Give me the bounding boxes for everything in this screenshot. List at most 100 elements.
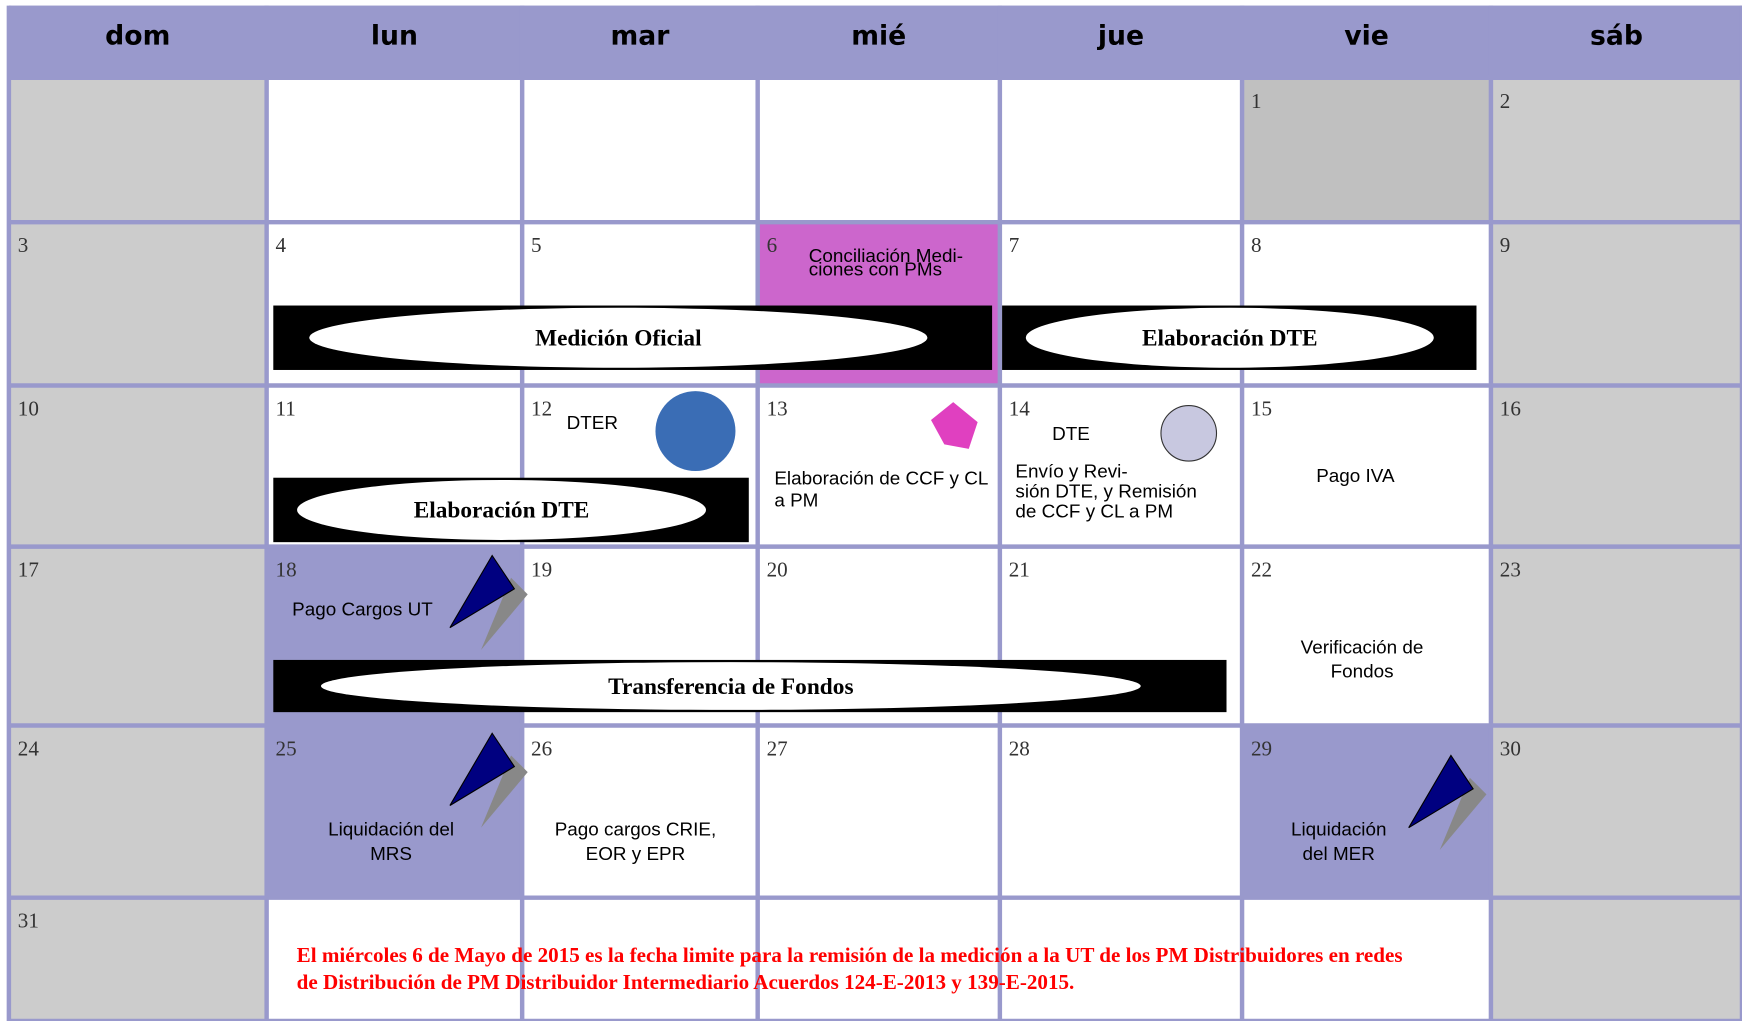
- date-number: 14: [1009, 397, 1031, 421]
- date-number: 28: [1009, 736, 1030, 760]
- event-text: ciones con PMs: [809, 260, 942, 281]
- date-number: 23: [1500, 558, 1521, 582]
- event-text: DTE: [1052, 424, 1090, 445]
- icon-triangle: [449, 554, 516, 629]
- date-number: 31: [18, 909, 39, 933]
- event-text: Pago Cargos UT: [292, 599, 433, 620]
- event-text: del MER: [1303, 844, 1375, 865]
- date-number: 19: [531, 558, 552, 582]
- date-number: 10: [18, 397, 39, 421]
- day-header: mié: [851, 20, 906, 51]
- day-cell: [757, 897, 1000, 1021]
- event-text: Verificación de: [1301, 637, 1424, 658]
- event-text: Envío y Revi-: [1015, 462, 1127, 483]
- clip-icon: [930, 402, 978, 449]
- icon-shadow: [481, 577, 528, 650]
- date-number: 21: [1009, 558, 1030, 582]
- event-text: EOR y EPR: [586, 844, 686, 865]
- date-number: 26: [531, 736, 552, 760]
- date-number: 4: [276, 233, 287, 257]
- day-cell: [8, 222, 267, 386]
- banner-ellipse: [1025, 307, 1434, 368]
- day-cell: [266, 897, 523, 1021]
- day-header: vie: [1344, 20, 1389, 51]
- event-text: Elaboración de CCF y CL: [774, 468, 988, 489]
- date-number: 29: [1251, 736, 1272, 760]
- day-cell: [522, 897, 758, 1021]
- event-text: Pago cargos CRIE,: [555, 819, 717, 840]
- date-number: 20: [767, 558, 788, 582]
- date-number: 18: [276, 558, 297, 582]
- event-text: Pago IVA: [1316, 466, 1395, 487]
- date-number: 8: [1251, 233, 1262, 257]
- day-cell: [999, 77, 1243, 223]
- day-cell: [522, 77, 758, 223]
- day-header: mar: [610, 20, 670, 51]
- day-cell: [8, 897, 267, 1021]
- icon-shadow: [481, 755, 528, 828]
- day-cell: [1242, 385, 1491, 547]
- day-cell: [8, 725, 267, 898]
- day-cell: [266, 77, 523, 223]
- day-header: lun: [371, 20, 418, 51]
- eor-globe: [655, 391, 736, 472]
- icon-triangle: [1408, 754, 1474, 829]
- cd-icon: [1160, 404, 1218, 462]
- day-cell: [1490, 897, 1742, 1021]
- date-number: 12: [531, 397, 552, 421]
- note-text: El miércoles 6 de Mayo de 2015 es la fec…: [297, 943, 1403, 967]
- date-number: 27: [767, 736, 788, 760]
- date-number: 22: [1251, 558, 1272, 582]
- day-cell: [1242, 725, 1491, 898]
- day-cell: [8, 546, 267, 726]
- date-number: 6: [767, 233, 778, 257]
- day-cell: [757, 77, 1000, 223]
- day-cell: [1490, 546, 1742, 726]
- day-cell: [1490, 385, 1742, 547]
- day-cell: [8, 385, 267, 547]
- icon-triangle: [449, 732, 516, 806]
- day-cell: [1242, 546, 1491, 726]
- event-text: Liquidación del: [328, 819, 454, 840]
- day-cell: [8, 77, 267, 223]
- date-number: 16: [1500, 397, 1521, 421]
- day-cell: [522, 725, 758, 898]
- day-cell: [999, 897, 1243, 1021]
- day-cell: [757, 385, 1000, 547]
- banner-ellipse: [309, 307, 928, 368]
- day-cell: [757, 725, 1000, 898]
- date-number: 15: [1251, 397, 1272, 421]
- event-text: a PM: [774, 491, 818, 512]
- event-text: MRS: [370, 844, 412, 865]
- day-header: jue: [1097, 20, 1144, 51]
- date-number: 11: [276, 397, 296, 421]
- banner-ellipse: [297, 479, 706, 540]
- date-number: 2: [1500, 89, 1511, 113]
- date-number: 1: [1251, 89, 1262, 113]
- banner-text: Medición Oficial: [535, 326, 702, 352]
- day-cell: [999, 725, 1243, 898]
- header-bar: [8, 5, 1742, 78]
- date-number: 7: [1009, 233, 1020, 257]
- banner-text: Transferencia de Fondos: [608, 674, 853, 700]
- event-text: Conciliación Medi-: [809, 246, 963, 267]
- event-text: Fondos: [1331, 662, 1394, 683]
- icon-shadow: [1439, 777, 1487, 850]
- event-text: Liquidación: [1291, 819, 1387, 840]
- banner-text: Elaboración DTE: [1142, 326, 1318, 352]
- day-cell: [1490, 725, 1742, 898]
- date-number: 24: [18, 736, 40, 760]
- date-number: 17: [18, 558, 39, 582]
- day-header: sáb: [1590, 20, 1643, 51]
- day-cell: [1242, 77, 1491, 223]
- date-number: 3: [18, 233, 29, 257]
- date-number: 13: [767, 397, 788, 421]
- event-text: DTER: [567, 413, 618, 434]
- day-header: dom: [105, 20, 170, 51]
- event-text: de CCF y CL a PM: [1015, 502, 1173, 523]
- date-number: 9: [1500, 233, 1511, 257]
- date-number: 30: [1500, 736, 1521, 760]
- note-text: de Distribución de PM Distribuidor Inter…: [297, 970, 1075, 994]
- day-cell: [1242, 897, 1491, 1021]
